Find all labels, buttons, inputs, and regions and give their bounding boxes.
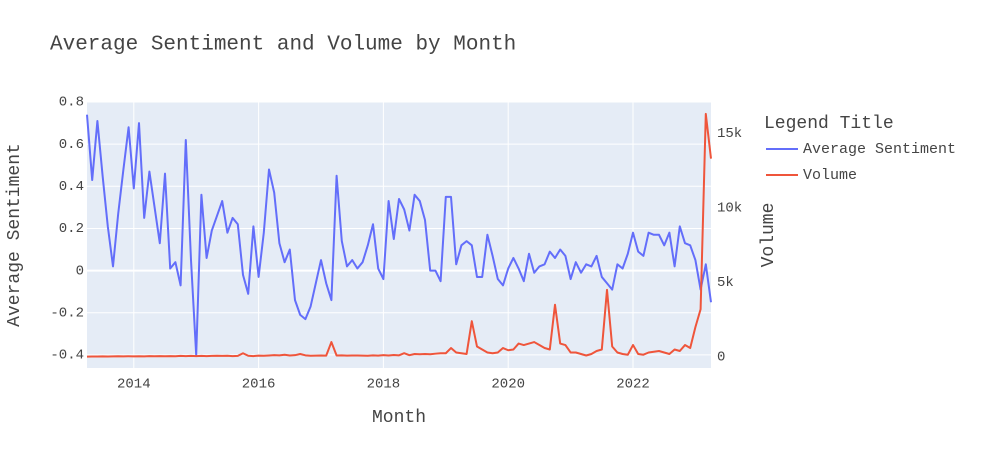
y2-axis-label: Volume (759, 203, 779, 268)
plot-area (87, 102, 711, 368)
series-line (86, 114, 712, 356)
y-tick-label: 0.6 (59, 137, 84, 153)
y-tick-label: 0.4 (59, 179, 84, 195)
y2-tick-label: 0 (717, 350, 725, 366)
series-line (86, 112, 712, 358)
legend-label: Volume (803, 167, 857, 184)
y-axis-label: Average Sentiment (5, 143, 25, 327)
y2-tick-label: 5k (717, 275, 734, 291)
chart-title: Average Sentiment and Volume by Month (50, 34, 516, 57)
legend-label: Average Sentiment (803, 141, 956, 158)
y-tick-label: 0.8 (59, 95, 84, 111)
x-tick-label: 2016 (242, 377, 276, 393)
y-tick-label: -0.4 (50, 348, 84, 364)
y2-tick-label: 15k (717, 126, 742, 142)
y2-tick-label: 10k (717, 201, 742, 217)
y-tick-label: -0.2 (50, 305, 84, 321)
x-axis-label: Month (372, 408, 426, 428)
legend-title: Legend Title (764, 114, 894, 134)
x-tick-label: 2014 (117, 377, 151, 393)
y-tick-label: 0.2 (59, 221, 84, 237)
x-tick-label: 2022 (616, 377, 650, 393)
x-tick-label: 2020 (491, 377, 525, 393)
y-tick-label: 0 (76, 263, 84, 279)
x-tick-label: 2018 (367, 377, 401, 393)
